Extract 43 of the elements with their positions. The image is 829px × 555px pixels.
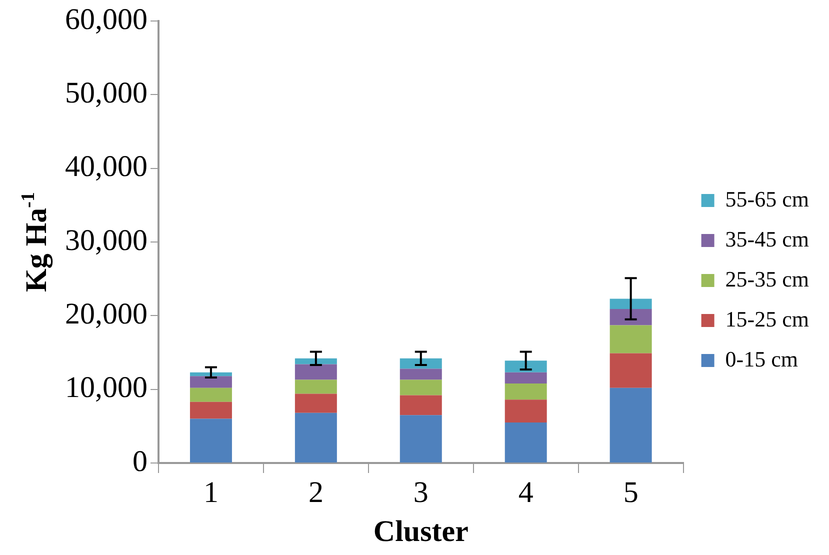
y-tick-label: 0	[132, 444, 148, 478]
bar	[610, 298, 652, 310]
x-tick-label: 2	[308, 476, 324, 509]
y-tick-label: 60,000	[65, 2, 148, 36]
bar	[504, 372, 547, 384]
legend-label: 55-65 cm	[725, 186, 809, 212]
bar	[190, 402, 232, 419]
y-tick-label: 40,000	[65, 150, 148, 184]
legend-label: 25-35 cm	[725, 266, 809, 292]
bar	[610, 325, 652, 354]
legend-label: 15-25 cm	[725, 306, 809, 332]
x-axis-title: Cluster	[373, 514, 468, 548]
bar	[504, 383, 547, 400]
bar	[190, 376, 232, 388]
y-tick-label: 50,000	[65, 76, 148, 110]
bar	[400, 415, 442, 462]
x-tick-label: 1	[203, 476, 218, 509]
bar	[190, 418, 232, 462]
bar	[294, 364, 337, 380]
bar	[190, 388, 232, 402]
bar	[610, 353, 652, 388]
y-axis-title: Kg Ha-1	[18, 192, 53, 292]
bar	[610, 388, 652, 462]
bar	[294, 380, 337, 394]
legend-label: 35-45 cm	[725, 226, 809, 252]
x-tick-label: 3	[413, 476, 428, 509]
bar	[400, 380, 442, 396]
bar	[504, 400, 547, 422]
bar	[294, 412, 337, 462]
bar	[294, 394, 337, 413]
x-tick-label: 5	[623, 476, 638, 509]
y-tick-label: 10,000	[65, 371, 148, 404]
y-tick-label: 20,000	[65, 298, 148, 331]
bar	[504, 422, 547, 462]
bar	[610, 309, 652, 326]
bar	[190, 372, 232, 376]
legend-label: 0-15 cm	[725, 346, 798, 372]
y-tick-label: 30,000	[65, 224, 148, 257]
bar	[400, 368, 442, 380]
bar	[504, 360, 547, 372]
x-tick-label: 4	[518, 476, 534, 509]
bar	[400, 395, 442, 416]
bar	[294, 358, 337, 364]
